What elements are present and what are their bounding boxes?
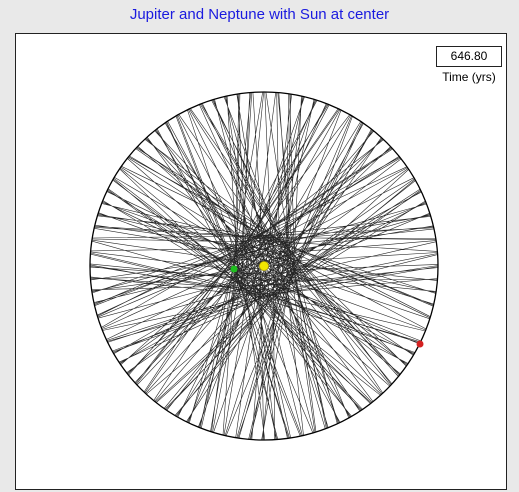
jupiter — [230, 265, 238, 273]
time-label: Time (yrs) — [442, 70, 496, 84]
chord-lines — [89, 91, 439, 441]
neptune — [416, 340, 424, 348]
neptune-orbit — [89, 91, 439, 441]
chord-path — [89, 91, 439, 441]
sun — [259, 261, 269, 271]
title: Jupiter and Neptune with Sun at center — [129, 6, 390, 23]
time-display: 646.80 — [436, 46, 502, 67]
